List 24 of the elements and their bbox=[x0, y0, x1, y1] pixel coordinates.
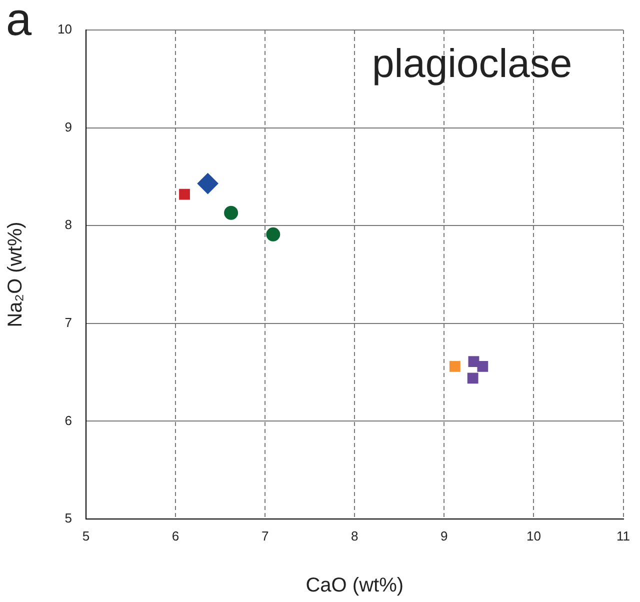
point bbox=[266, 227, 280, 242]
y-tick-label: 10 bbox=[58, 22, 72, 37]
annotation: plagioclase bbox=[372, 42, 572, 87]
x-tick-label: 5 bbox=[82, 528, 90, 544]
point bbox=[197, 173, 218, 194]
y-tick-label: 8 bbox=[64, 217, 72, 232]
point bbox=[449, 360, 460, 372]
y-tick-label: 6 bbox=[64, 412, 72, 428]
x-tick-label: 7 bbox=[261, 528, 269, 544]
text: a bbox=[6, 0, 32, 46]
x-axis-title: CaO (wt%) bbox=[306, 574, 404, 597]
x-tick-label: 6 bbox=[172, 528, 180, 544]
y-tick-label: 7 bbox=[64, 314, 72, 330]
y-tick-label: 9 bbox=[64, 119, 72, 134]
x-tick-label: 11 bbox=[616, 528, 630, 544]
x-tick-label: 8 bbox=[351, 528, 358, 544]
x-tick-label: 9 bbox=[440, 528, 448, 544]
x-tick-label: 10 bbox=[526, 528, 541, 544]
y-axis-title: Na₂O (wt%) bbox=[4, 222, 27, 328]
y-tick-label: 5 bbox=[64, 510, 72, 526]
point bbox=[467, 372, 478, 384]
point bbox=[224, 206, 238, 220]
point bbox=[477, 360, 488, 372]
point bbox=[179, 188, 190, 200]
